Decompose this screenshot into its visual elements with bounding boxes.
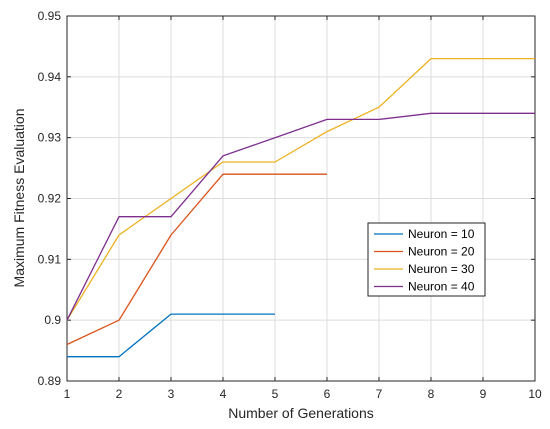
series-line-4	[66, 112, 535, 321]
x-tick-label: 1	[64, 387, 71, 401]
y-tick-label: 0.92	[38, 192, 62, 206]
x-tick-label: 10	[528, 387, 542, 401]
y-tick-label: 0.91	[38, 252, 62, 266]
y-tick-label: 0.9	[44, 313, 61, 327]
x-tick-label: 4	[220, 387, 227, 401]
series-line-2	[66, 173, 327, 346]
x-tick-label: 8	[428, 387, 435, 401]
x-tick-label: 9	[480, 387, 487, 401]
x-tick-label: 6	[324, 387, 331, 401]
y-tick-label: 0.95	[38, 9, 62, 23]
y-axis-ticks: 0.89 0.9 0.91 0.92 0.93 0.94 0.95	[38, 9, 535, 388]
x-axis-label: Number of Generations	[228, 405, 374, 421]
series-lines	[66, 57, 535, 358]
y-tick-label: 0.94	[38, 70, 62, 84]
legend-label-3: Neuron = 30	[408, 262, 475, 276]
x-axis-ticks: 1 2 3 4 5 6 7 8 9 10	[64, 16, 542, 401]
x-tick-label: 5	[272, 387, 279, 401]
x-tick-label: 2	[116, 387, 123, 401]
legend: Neuron = 10 Neuron = 20 Neuron = 30 Neuron …	[367, 222, 486, 297]
legend-box	[367, 222, 486, 297]
x-tick-label: 7	[376, 387, 383, 401]
y-tick-label: 0.93	[38, 131, 62, 145]
series-line-1	[67, 313, 275, 358]
x-tick-label: 3	[168, 387, 175, 401]
legend-label-2: Neuron = 20	[408, 245, 475, 259]
legend-label-1: Neuron = 10	[408, 227, 475, 241]
y-axis-label: Maximum Fitness Evaluation	[11, 109, 27, 288]
y-tick-label: 0.89	[38, 374, 62, 388]
legend-label-4: Neuron = 40	[408, 280, 475, 294]
